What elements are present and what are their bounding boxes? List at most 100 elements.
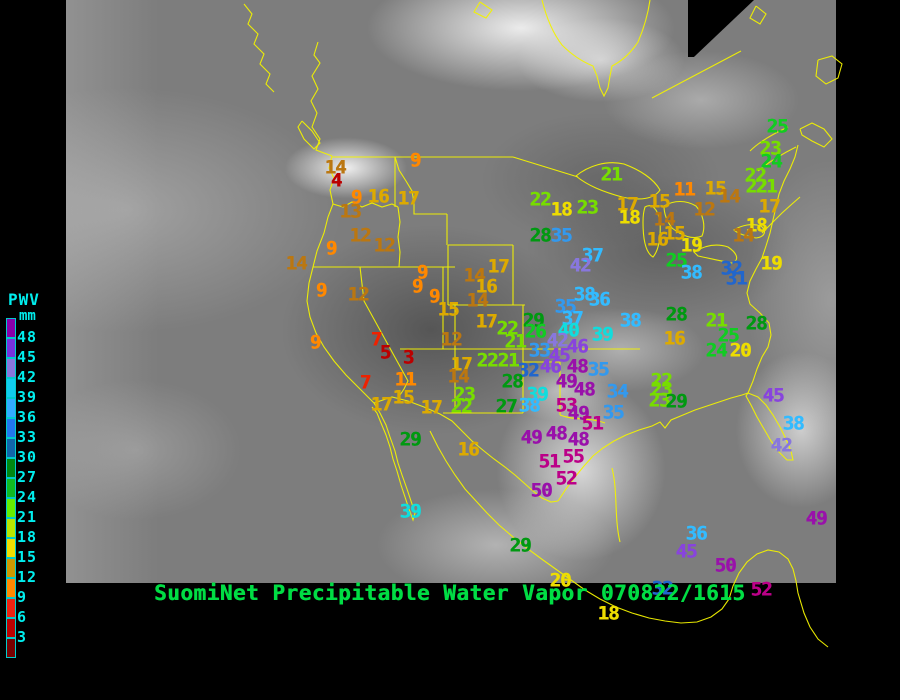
station-value: 50 [530, 479, 553, 502]
station-value: 3 [402, 346, 414, 369]
colorbar-swatch [6, 418, 16, 438]
station-value: 9 [416, 261, 428, 284]
station-value: 38 [573, 283, 596, 306]
colorbar-swatch [6, 438, 16, 458]
station-value: 28 [745, 312, 768, 335]
colorbar-label: 6 [17, 607, 28, 626]
station-value: 32 [651, 577, 674, 600]
colorbar-swatch [6, 538, 16, 558]
station-value: 38 [619, 309, 642, 332]
station-value: 9 [428, 285, 440, 308]
station-value: 14 [447, 365, 470, 388]
caption-timestamp: 070822/1615 [600, 581, 746, 605]
station-value: 42 [770, 434, 793, 457]
station-value: 17 [370, 393, 393, 416]
station-value: 23 [576, 196, 599, 219]
station-value: 51 [538, 450, 561, 473]
station-value: 9 [411, 275, 423, 298]
station-value: 35 [587, 358, 610, 381]
station-value: 18 [597, 602, 620, 625]
station-value: 14 [285, 252, 308, 275]
station-value: 7 [359, 371, 371, 394]
station-value: 39 [399, 500, 422, 523]
colorbar-swatch [6, 478, 16, 498]
station-value: 25 [717, 324, 740, 347]
station-value: 42 [546, 329, 569, 352]
station-value: 12 [347, 283, 370, 306]
colorbar-swatch [6, 598, 16, 618]
station-value: 5 [379, 341, 391, 364]
station-value: 18 [618, 206, 641, 229]
station-value: 20 [729, 339, 752, 362]
colorbar-title: PWV [8, 290, 40, 309]
station-value: 17 [487, 255, 510, 278]
station-value: 21 [705, 309, 728, 332]
station-value: 19 [680, 234, 703, 257]
colorbar-swatch [6, 378, 16, 398]
station-value: 25 [766, 115, 789, 138]
station-value: 23 [650, 378, 673, 401]
station-value: 36 [685, 522, 708, 545]
station-value: 22 [496, 317, 519, 340]
station-value: 20 [549, 569, 572, 592]
station-value: 38 [518, 394, 541, 417]
colorbar-label: 39 [17, 387, 38, 406]
colorbar-swatch [6, 398, 16, 418]
station-value: 24 [760, 150, 783, 173]
station-value: 22 [744, 164, 767, 187]
station-value: 23 [453, 383, 476, 406]
colorbar-label: 9 [17, 587, 28, 606]
station-value: 48 [573, 378, 596, 401]
station-value: 22 [450, 395, 473, 418]
station-value: 28 [665, 303, 688, 326]
station-value: 55 [562, 445, 585, 468]
station-value: 14 [732, 224, 755, 247]
station-value: 17 [616, 193, 639, 216]
station-value: 45 [762, 384, 785, 407]
station-value: 12 [440, 328, 463, 351]
station-value: 38 [782, 412, 805, 435]
station-value: 17 [475, 310, 498, 333]
station-value: 53 [555, 394, 578, 417]
station-value: 46 [539, 355, 562, 378]
station-value: 17 [758, 195, 781, 218]
colorbar-swatch [6, 338, 16, 358]
station-value: 25 [665, 249, 688, 272]
station-value: 24 [705, 339, 728, 362]
colorbar-label: 21 [17, 507, 38, 526]
station-value: 22 [529, 188, 552, 211]
station-value: 28 [529, 224, 552, 247]
station-value: 42 [569, 254, 592, 277]
colorbar-swatch [6, 518, 16, 538]
station-value: 15 [704, 177, 727, 200]
colorbar-swatch [6, 618, 16, 638]
station-value: 18 [550, 198, 573, 221]
station-value: 16 [475, 275, 498, 298]
caption-title: SuomiNet Precipitable Water Vapor [154, 581, 588, 605]
station-value: 48 [567, 428, 590, 451]
station-value: 35 [550, 224, 573, 247]
station-value: 14 [653, 208, 676, 231]
station-value: 39 [526, 383, 549, 406]
station-value: 33 [528, 339, 551, 362]
station-value: 23 [648, 389, 671, 412]
station-value: 15 [663, 222, 686, 245]
colorbar-units: mm [19, 308, 36, 324]
station-value: 14 [463, 264, 486, 287]
station-value: 49 [520, 426, 543, 449]
colorbar-label: 27 [17, 467, 38, 486]
station-value: 21 [497, 349, 520, 372]
station-value: 9 [409, 149, 421, 172]
station-value: 45 [675, 540, 698, 563]
station-value: 46 [566, 335, 589, 358]
station-value: 9 [309, 331, 321, 354]
satellite-image [66, 0, 836, 583]
station-value: 52 [555, 467, 578, 490]
station-value: 49 [555, 370, 578, 393]
station-value: 34 [606, 380, 629, 403]
station-value: 17 [420, 396, 443, 419]
station-value: 29 [522, 309, 545, 332]
station-value: 9 [350, 186, 362, 209]
colorbar-swatch [6, 498, 16, 518]
